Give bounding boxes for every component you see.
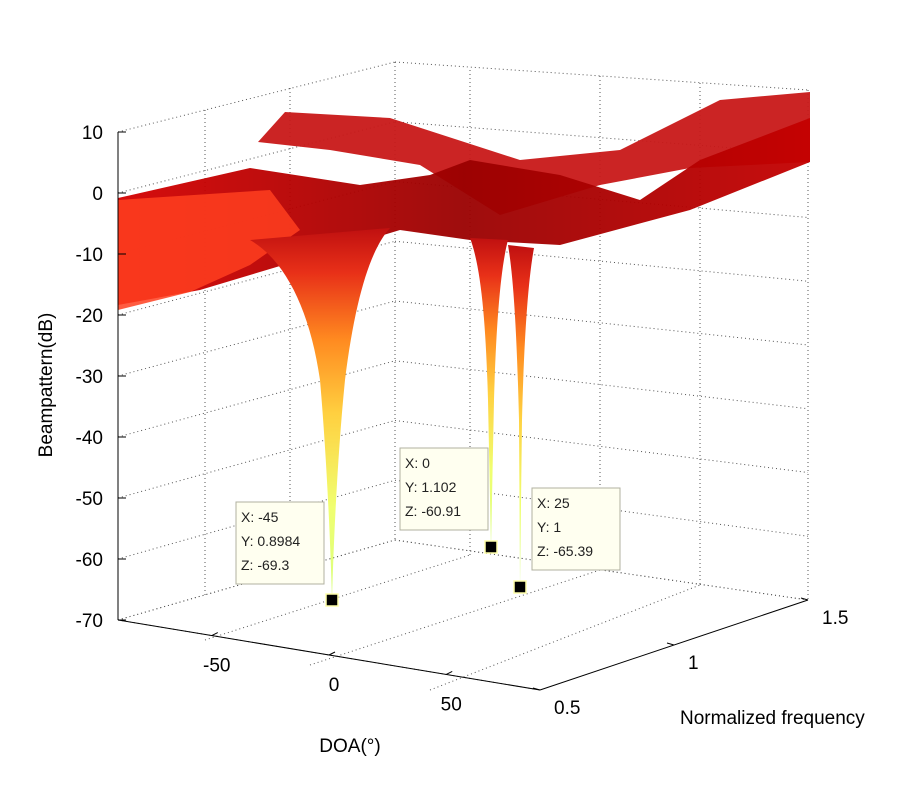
grid-line-floor xyxy=(309,569,601,666)
null-funnel-1 xyxy=(250,228,390,600)
x-ticks: -50 0 50 xyxy=(203,632,462,715)
y-ticks: 0.5 1 1.5 xyxy=(532,597,848,719)
z-tick-label: 0 xyxy=(92,184,103,205)
z-tick-label: -60 xyxy=(76,550,103,571)
z-ticks: 10 0 -10 -20 -30 -40 -50 -60 -70 xyxy=(76,123,126,632)
datatip-text: X: 25 xyxy=(537,495,570,511)
null-funnel-3 xyxy=(508,245,534,588)
datatip-text: Y: 1.102 xyxy=(405,479,457,495)
x-tick-mark xyxy=(445,670,453,675)
grid-line-floor xyxy=(429,584,701,691)
x-tick-mark xyxy=(328,651,336,656)
grid-line-back-wall xyxy=(394,300,809,346)
datatip-text: Y: 0.8984 xyxy=(241,533,300,549)
z-tick-label: -50 xyxy=(76,489,103,510)
z-tick-label: -20 xyxy=(76,306,103,327)
null-funnel-2 xyxy=(470,238,508,548)
z-tick-label: -70 xyxy=(76,611,103,632)
datatip-box xyxy=(235,501,325,585)
datatip-box xyxy=(399,447,489,531)
grid-line-back-wall xyxy=(394,61,809,91)
datatip-text: X: -45 xyxy=(241,509,279,525)
data-tips: X: -45 Y: 0.8984 Z: -69.3 X: 0 Y: 1.102 Z: -6… xyxy=(235,447,621,607)
datatip-box xyxy=(531,487,621,571)
null-marker xyxy=(325,593,339,607)
z-tick-label: -10 xyxy=(76,245,103,266)
null-marker xyxy=(513,580,527,594)
grid-line-left-wall xyxy=(117,360,396,438)
y-axis-label: Normalized frequency xyxy=(680,708,865,729)
datatip-text: Y: 1 xyxy=(537,519,561,535)
grid-line-back-wall xyxy=(394,360,809,410)
datatip-text: Z: -65.39 xyxy=(537,543,593,559)
x-axis-label: DOA(°) xyxy=(319,736,380,757)
x-tick-label: 50 xyxy=(441,694,462,715)
z-tick-label: -30 xyxy=(76,367,103,388)
datatip-text: X: 0 xyxy=(405,455,430,471)
surface-mesh xyxy=(118,92,810,600)
z-tick-label: 10 xyxy=(82,123,103,144)
grid-line-back-wall xyxy=(394,240,809,282)
y-tick-label: 1 xyxy=(688,653,699,674)
y-tick-mark xyxy=(800,597,809,601)
x-tick-label: -50 xyxy=(203,656,230,677)
surface-back-sheet xyxy=(258,92,810,215)
grid-line-back-wall xyxy=(394,420,809,473)
z-tick-label: -40 xyxy=(76,428,103,449)
null-marker xyxy=(484,540,498,554)
x-tick-label: 0 xyxy=(329,675,340,696)
y-tick-mark xyxy=(532,687,541,691)
x-tick-mark xyxy=(211,632,219,637)
y-tick-label: 0.5 xyxy=(554,698,580,719)
grid-line-left-wall xyxy=(117,420,396,499)
y-tick-mark xyxy=(666,642,675,646)
datatip-text: Z: -60.91 xyxy=(405,503,461,519)
surface-left-face xyxy=(118,190,300,310)
y-tick-label: 1.5 xyxy=(822,608,848,629)
datatip-text: Z: -69.3 xyxy=(241,557,289,573)
z-axis-label: Beampattern(dB) xyxy=(36,313,57,458)
